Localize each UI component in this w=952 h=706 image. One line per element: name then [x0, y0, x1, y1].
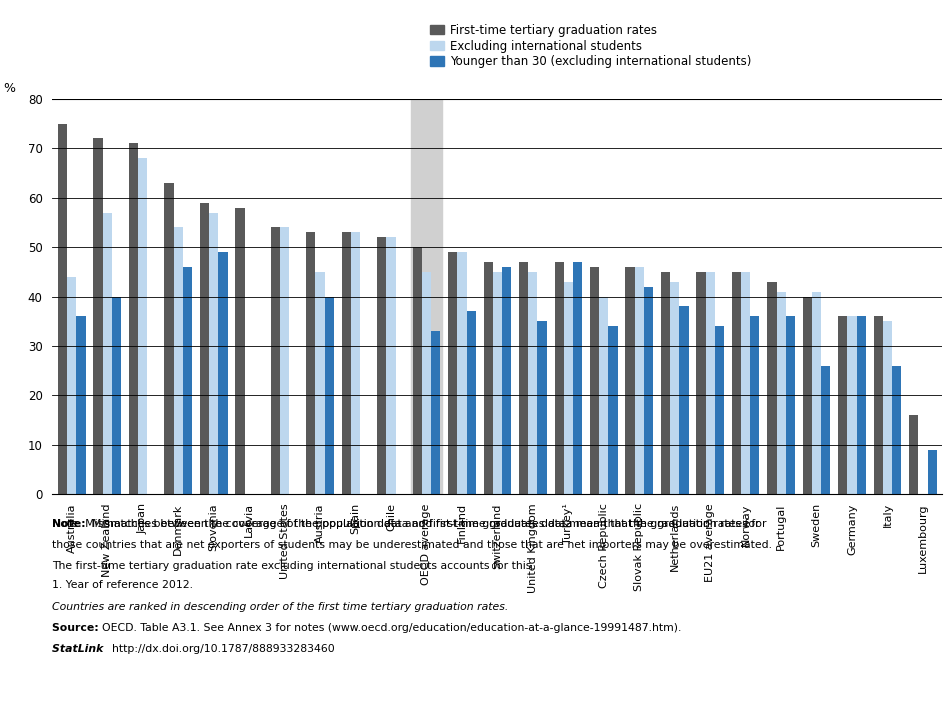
- Text: %: %: [4, 82, 15, 95]
- Bar: [502, 267, 511, 494]
- Text: Note:: Note:: [52, 519, 89, 529]
- Text: The first-time tertiary graduation rate excluding international students account: The first-time tertiary graduation rate …: [52, 561, 535, 571]
- Bar: [767, 282, 777, 494]
- Bar: [599, 297, 608, 494]
- Bar: [785, 316, 795, 494]
- Bar: [270, 227, 280, 494]
- Bar: [183, 267, 192, 494]
- Bar: [564, 282, 573, 494]
- Bar: [103, 213, 112, 494]
- Bar: [377, 237, 387, 494]
- Bar: [670, 282, 680, 494]
- Bar: [927, 450, 937, 494]
- Bar: [280, 227, 289, 494]
- Bar: [315, 272, 325, 494]
- Bar: [431, 331, 441, 494]
- Bar: [705, 272, 715, 494]
- Bar: [812, 292, 822, 494]
- Bar: [76, 316, 86, 494]
- Bar: [822, 366, 830, 494]
- Bar: [466, 311, 476, 494]
- Bar: [138, 158, 148, 494]
- Bar: [883, 321, 892, 494]
- Text: OECD. Table A3.1. See Annex 3 for notes (www.oecd.org/education/education-at-a-g: OECD. Table A3.1. See Annex 3 for notes …: [102, 623, 682, 633]
- Bar: [528, 272, 538, 494]
- Bar: [307, 232, 315, 494]
- Bar: [777, 292, 785, 494]
- Bar: [838, 316, 847, 494]
- Bar: [635, 267, 644, 494]
- Bar: [538, 321, 546, 494]
- Bar: [173, 227, 183, 494]
- Bar: [129, 143, 138, 494]
- Bar: [625, 267, 635, 494]
- Bar: [715, 326, 724, 494]
- Bar: [857, 316, 866, 494]
- Text: Countries are ranked in descending order of the first time tertiary graduation r: Countries are ranked in descending order…: [52, 602, 508, 611]
- Text: Mismatches between the coverage of the population data and first-time graduates : Mismatches between the coverage of the p…: [92, 519, 767, 529]
- Text: http://dx.doi.org/10.1787/888933283460: http://dx.doi.org/10.1787/888933283460: [112, 644, 335, 654]
- Bar: [519, 262, 528, 494]
- Text: Source:: Source:: [52, 623, 103, 633]
- Bar: [484, 262, 493, 494]
- Text: 1. Year of reference 2012.: 1. Year of reference 2012.: [52, 580, 193, 590]
- Bar: [209, 213, 218, 494]
- Bar: [165, 183, 173, 494]
- Bar: [200, 203, 209, 494]
- Bar: [554, 262, 564, 494]
- Bar: [847, 316, 857, 494]
- Bar: [750, 316, 760, 494]
- Bar: [493, 272, 502, 494]
- Bar: [892, 366, 902, 494]
- Bar: [235, 208, 245, 494]
- Text: those countries that are net exporters of students may be underestimated and tho: those countries that are net exporters o…: [52, 540, 772, 550]
- Bar: [448, 252, 457, 494]
- Bar: [732, 272, 741, 494]
- Bar: [661, 272, 670, 494]
- Bar: [696, 272, 705, 494]
- Bar: [644, 287, 653, 494]
- Bar: [680, 306, 688, 494]
- Bar: [112, 297, 121, 494]
- Bar: [422, 272, 431, 494]
- Text: Note: Mismatches between the coverage of the population data and first-time grad: Note: Mismatches between the coverage of…: [52, 519, 760, 529]
- Bar: [93, 138, 103, 494]
- Bar: [573, 262, 583, 494]
- Bar: [411, 99, 442, 494]
- Bar: [325, 297, 334, 494]
- Bar: [909, 415, 919, 494]
- Bar: [218, 252, 228, 494]
- Bar: [457, 252, 466, 494]
- Bar: [351, 232, 360, 494]
- Bar: [68, 277, 76, 494]
- Bar: [741, 272, 750, 494]
- Bar: [803, 297, 812, 494]
- Bar: [387, 237, 396, 494]
- Bar: [58, 124, 68, 494]
- Bar: [874, 316, 883, 494]
- Text: StatLink: StatLink: [52, 644, 108, 654]
- Bar: [412, 247, 422, 494]
- Bar: [590, 267, 599, 494]
- Bar: [608, 326, 618, 494]
- Legend: First-time tertiary graduation rates, Excluding international students, Younger : First-time tertiary graduation rates, Ex…: [429, 23, 751, 68]
- Bar: [342, 232, 351, 494]
